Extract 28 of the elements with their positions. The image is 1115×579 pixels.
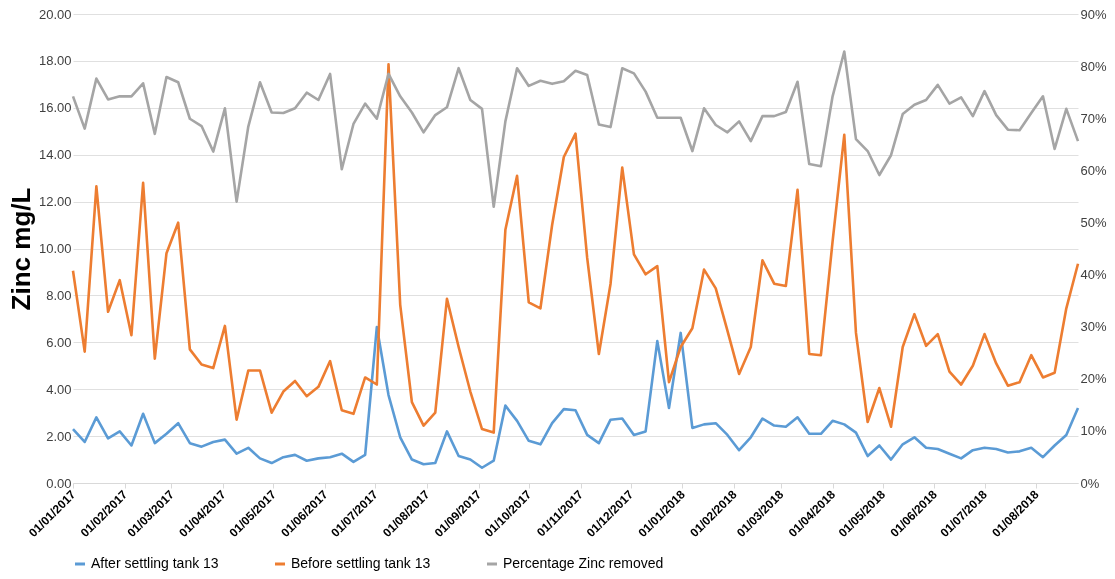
y2-tick-label: 70% [1080, 110, 1107, 126]
y-tick-label: 6.00 [46, 334, 72, 350]
y-tick-label: 10.00 [38, 241, 72, 256]
y2-tick-label: 30% [1080, 319, 1107, 335]
y2-tick-label: 50% [1080, 214, 1107, 230]
y2-tick-label: 10% [1080, 423, 1107, 439]
y2-tick-label: 90% [1080, 6, 1107, 22]
y-axis-title: Zinc mg/L [5, 187, 36, 311]
y-tick-label: 0.00 [46, 475, 72, 491]
legend-label: After settling tank 13 [91, 555, 219, 571]
y2-tick-label: 40% [1080, 267, 1107, 283]
legend-label: Before settling tank 13 [291, 555, 431, 571]
y2-tick-label: 60% [1080, 162, 1107, 178]
y-tick-label: 20.00 [38, 6, 72, 22]
y-tick-label: 4.00 [46, 381, 72, 397]
y-tick-label: 12.00 [38, 194, 72, 210]
legend-label: Percentage Zinc removed [503, 555, 664, 571]
y2-tick-label: 0% [1080, 475, 1100, 491]
y-tick-label: 16.00 [38, 100, 72, 116]
line-series [71, 63, 1080, 434]
y-tick-label: 18.00 [38, 53, 72, 69]
y-tick-label: 8.00 [46, 287, 72, 303]
line-series [71, 325, 1080, 470]
y2-tick-label: 80% [1080, 58, 1107, 74]
line-series [71, 50, 1080, 209]
y-tick-label: 2.00 [46, 428, 72, 444]
y2-tick-label: 20% [1080, 371, 1107, 387]
y-tick-label: 14.00 [38, 147, 72, 163]
